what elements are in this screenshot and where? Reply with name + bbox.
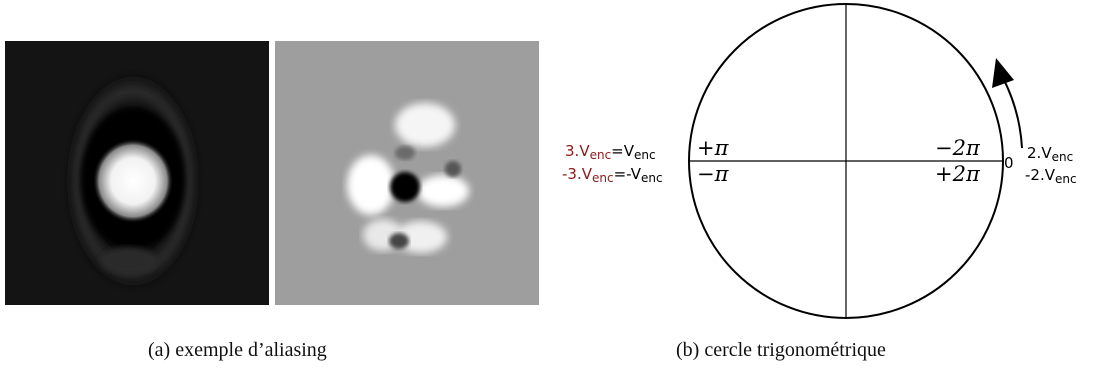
aliasing-magnitude-image bbox=[5, 41, 269, 305]
aliasing-phase-image bbox=[275, 41, 539, 305]
minus-pi-label: −π bbox=[697, 162, 730, 186]
rotation-arrow bbox=[1002, 77, 1023, 149]
zero-label: 0 bbox=[1004, 154, 1014, 172]
right-top-label: 2.Venc bbox=[1027, 144, 1073, 164]
minus-2pi-label: −2π bbox=[935, 136, 981, 160]
caption-a: (a) exemple d’aliasing bbox=[148, 339, 327, 361]
left-top-label: 3.Venc=Venc bbox=[565, 142, 656, 162]
plus-pi-label: +π bbox=[697, 136, 730, 160]
caption-b: (b) cercle trigonométrique bbox=[676, 339, 886, 361]
plus-2pi-label: +2π bbox=[935, 162, 981, 186]
arrow-head-icon bbox=[992, 58, 1014, 88]
right-bottom-label: -2.Venc bbox=[1025, 166, 1077, 186]
left-bottom-label: -3.Venc=-Venc bbox=[562, 165, 663, 185]
